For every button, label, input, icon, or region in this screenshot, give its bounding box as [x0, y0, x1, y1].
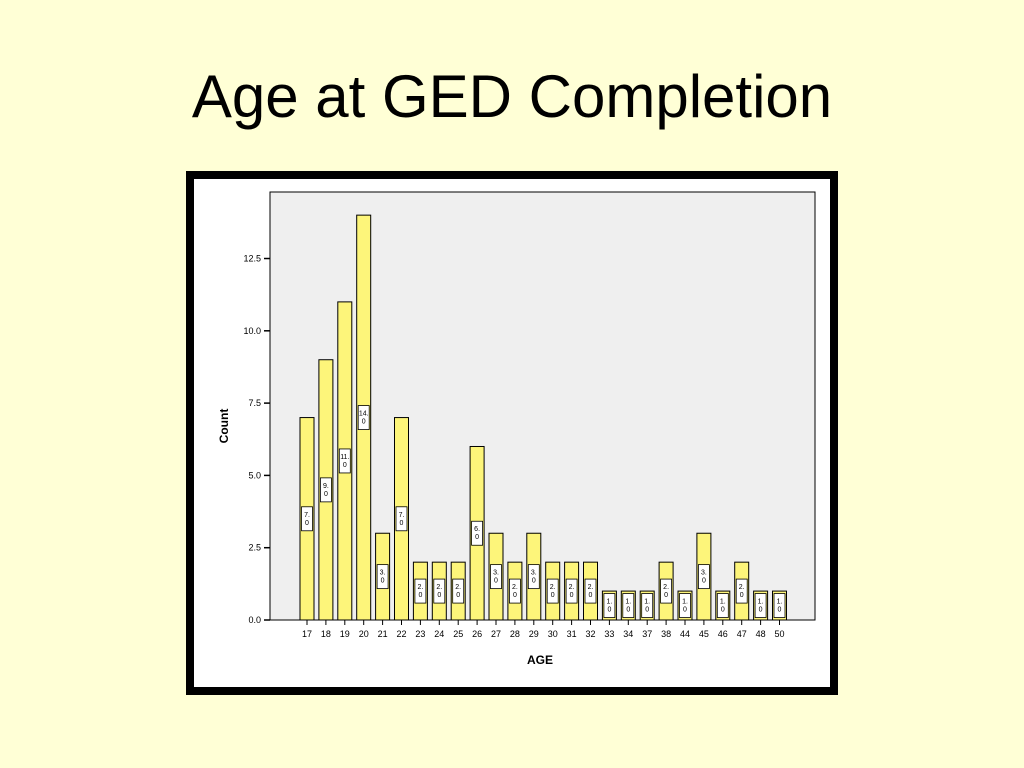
x-tick-label: 31 [567, 629, 577, 639]
data-label: 3. 0 [701, 570, 707, 585]
data-label-box [395, 506, 408, 532]
data-label: 14. 0 [359, 411, 369, 426]
data-label: 2. 0 [739, 584, 745, 599]
data-label: 2. 0 [455, 584, 461, 599]
x-axis: 17 18 19 20 21 22 23 24 25 26 27 28 29 30 31 32 33 34 37 38… [302, 620, 785, 639]
data-label: 1. 0 [606, 599, 612, 614]
y-axis-title: Count [217, 409, 231, 444]
data-label-box [697, 564, 710, 590]
data-label-box [660, 578, 673, 604]
data-label-box [735, 578, 748, 604]
x-tick-label: 17 [302, 629, 312, 639]
data-label: 7. 0 [399, 512, 405, 527]
data-label-box [452, 578, 465, 604]
x-tick-label: 44 [680, 629, 690, 639]
y-tick-label: 7.5 [248, 398, 261, 408]
data-label-box [716, 593, 729, 618]
data-label: 2. 0 [417, 584, 423, 599]
x-tick-label: 23 [415, 629, 425, 639]
y-tick-label: 2.5 [248, 543, 261, 553]
y-tick-label: 0.0 [248, 615, 261, 625]
data-label-box [565, 578, 578, 604]
x-tick-label: 33 [604, 629, 614, 639]
data-label-box [584, 578, 597, 604]
x-tick-label: 46 [718, 629, 728, 639]
x-tick-label: 20 [359, 629, 369, 639]
data-label: 9. 0 [323, 483, 329, 498]
data-label: 2. 0 [550, 584, 556, 599]
y-tick-label: 10.0 [243, 326, 261, 336]
data-label-box [603, 593, 616, 618]
x-tick-label: 26 [472, 629, 482, 639]
data-label: 6. 0 [474, 526, 480, 541]
data-label: 1. 0 [682, 599, 688, 614]
data-label-box [754, 593, 767, 618]
data-label: 1. 0 [644, 599, 650, 614]
data-label-box [301, 506, 313, 532]
y-axis: 0.0 2.5 5.0 7.5 10.0 12.5 [243, 254, 270, 625]
data-label: 1. 0 [777, 599, 783, 614]
data-label-box [641, 593, 654, 618]
data-label: 2. 0 [663, 584, 669, 599]
x-tick-label: 48 [756, 629, 766, 639]
data-label: 2. 0 [569, 584, 575, 599]
data-label: 3. 0 [380, 570, 386, 585]
x-tick-label: 29 [529, 629, 539, 639]
data-label-box [414, 578, 427, 604]
x-tick-label: 34 [623, 629, 633, 639]
data-label-box [527, 564, 540, 590]
data-label: 2. 0 [588, 584, 594, 599]
x-tick-label: 25 [453, 629, 463, 639]
data-label-box [679, 593, 691, 618]
data-label-box [773, 593, 786, 618]
x-tick-label: 24 [434, 629, 444, 639]
x-tick-label: 50 [774, 629, 784, 639]
x-tick-label: 27 [491, 629, 501, 639]
data-label-box [622, 593, 635, 618]
data-label-box [490, 564, 502, 590]
x-tick-label: 47 [737, 629, 747, 639]
data-label: 3. 0 [531, 570, 537, 585]
slide-title: Age at GED Completion [191, 63, 833, 130]
data-label-box [471, 520, 484, 546]
data-label: 1. 0 [720, 599, 726, 614]
y-tick-label: 12.5 [243, 254, 261, 264]
x-tick-label: 32 [585, 629, 595, 639]
data-label: 1. 0 [625, 599, 631, 614]
x-tick-label: 37 [642, 629, 652, 639]
data-label: 2. 0 [512, 584, 518, 599]
x-tick-label: 28 [510, 629, 520, 639]
x-tick-label: 38 [661, 629, 671, 639]
x-tick-label: 18 [321, 629, 331, 639]
data-label: 7. 0 [304, 512, 310, 527]
bar-chart: 0.02.55.07.510.012.5 7. 09. 011. 014. 03. 07.… [194, 179, 830, 687]
bars: 7. 0 9. 0 11. 0 14. 0 3. 0 7. 0 2. 0 2. 0 2. 0 6. 0 3. 0 2. 0 3.… [299, 214, 787, 621]
data-label-box [376, 564, 389, 590]
data-label-box [508, 578, 521, 604]
data-label: 2. 0 [436, 584, 442, 599]
data-label-box [433, 578, 446, 604]
y-tick-label: 5.0 [248, 470, 261, 480]
chart-frame: 0.0 2.5 5.0 7.5 10.0 12.5 7. 0 9. 0 11. 0 14. 0 3. 0 7.… [186, 171, 838, 695]
x-axis-title: AGE [527, 653, 553, 667]
data-label: 1. 0 [758, 599, 764, 614]
x-tick-label: 22 [396, 629, 406, 639]
data-label-box [320, 477, 332, 503]
data-label-box [357, 405, 370, 430]
data-label-box [338, 448, 351, 474]
x-tick-label: 19 [340, 629, 350, 639]
data-label-box [546, 578, 559, 604]
data-label: 11. 0 [340, 454, 349, 469]
x-tick-label: 30 [548, 629, 558, 639]
x-tick-label: 45 [699, 629, 709, 639]
data-label: 3. 0 [493, 570, 499, 585]
x-tick-label: 21 [378, 629, 388, 639]
